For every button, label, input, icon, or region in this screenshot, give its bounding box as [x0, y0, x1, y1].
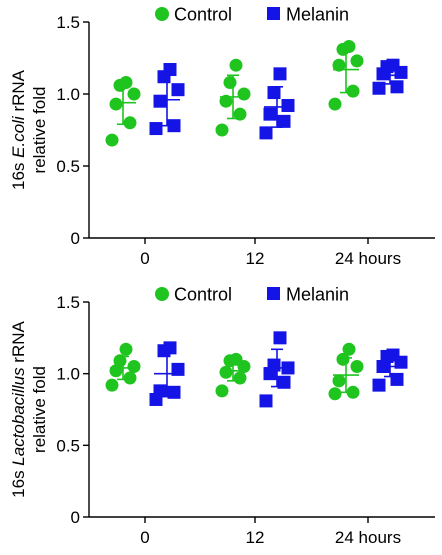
y-tick-label: 0.5	[56, 157, 80, 176]
panel-1: Control Melanin 0 0.5 1.0 1.5 0 12 24 hours 16s E…	[9, 5, 435, 268]
panel-2: Control Melanin 0 0.5 1.0 1.5 0 12 24 hours 16s L…	[9, 285, 435, 547]
y-axis-title-suffix: rRNA	[9, 69, 28, 116]
melanin-point	[390, 80, 404, 94]
legend-melanin-label: Melanin	[286, 285, 349, 305]
control-point	[127, 360, 141, 373]
legend-control-marker	[155, 7, 169, 21]
control-point	[119, 342, 133, 356]
x-tick-label: 24 hours	[335, 528, 401, 547]
melanin-point	[163, 341, 177, 355]
x-tick-label: 0	[140, 528, 149, 547]
control-point	[328, 97, 342, 111]
melanin-point	[386, 348, 400, 362]
control-point	[123, 371, 137, 385]
melanin-point	[267, 86, 281, 100]
melanin-point	[273, 67, 287, 81]
melanin-point	[277, 114, 291, 128]
melanin-point	[390, 372, 404, 386]
melanin-point	[259, 126, 273, 140]
y-axis-title-line2: relative fold	[30, 87, 49, 174]
control-point	[219, 365, 233, 379]
y-axis-title: 16s E.coli rRNA	[9, 69, 28, 190]
control-point	[332, 374, 346, 388]
control-point	[350, 360, 364, 373]
control-point	[219, 94, 233, 108]
y-tick-label: 0.5	[56, 436, 80, 455]
control-point	[342, 342, 356, 356]
x-tick-label: 12	[246, 249, 265, 268]
y-tick-label: 0	[71, 229, 80, 248]
control-point	[346, 385, 360, 399]
control-point	[233, 371, 247, 385]
control-point	[119, 75, 133, 89]
melanin-point	[267, 358, 281, 372]
melanin-point	[263, 107, 277, 121]
control-point	[346, 84, 360, 98]
y-axis-title-suffix: rRNA	[9, 320, 28, 367]
control-point	[328, 387, 342, 401]
control-point	[105, 378, 119, 392]
y-axis-title-organism: Lactobacillus	[9, 367, 28, 466]
y-axis-title-prefix: 16s	[9, 158, 28, 190]
melanin-point	[386, 58, 400, 72]
y-axis-title: 16s Lactobacillus rRNA	[9, 320, 28, 497]
control-point	[215, 384, 229, 398]
melanin-point	[167, 385, 181, 399]
y-tick-label: 1.5	[56, 13, 80, 32]
y-tick-label: 1.0	[56, 85, 80, 104]
control-point	[233, 107, 247, 121]
melanin-point	[372, 81, 386, 95]
legend-control-label: Control	[174, 5, 232, 25]
control-point	[332, 58, 346, 72]
melanin-point	[277, 375, 291, 389]
melanin-point	[171, 362, 185, 376]
control-point	[229, 352, 243, 366]
legend-control-label: Control	[174, 285, 232, 305]
x-tick-label: 0	[140, 249, 149, 268]
y-axis-title-prefix: 16s	[9, 466, 28, 498]
control-point	[123, 116, 137, 130]
x-tick-label: 12	[246, 528, 265, 547]
control-point	[237, 87, 251, 101]
melanin-point	[167, 119, 181, 133]
control-point	[215, 123, 229, 137]
y-tick-label: 0	[71, 508, 80, 527]
melanin-point	[153, 94, 167, 108]
melanin-point	[281, 99, 295, 113]
control-point	[229, 58, 243, 72]
melanin-point	[372, 378, 386, 392]
y-axis-title-organism: E.coli	[9, 115, 28, 158]
melanin-point	[259, 394, 273, 408]
control-point	[105, 133, 119, 147]
control-point	[109, 97, 123, 111]
legend-melanin-marker	[267, 7, 280, 20]
control-point	[350, 54, 364, 68]
legend-melanin-label: Melanin	[286, 5, 349, 25]
y-tick-label: 1.5	[56, 293, 80, 312]
legend-control-marker	[155, 287, 169, 301]
control-point	[223, 75, 237, 89]
legend-melanin-marker	[267, 287, 280, 300]
y-axis-title-line2: relative fold	[30, 366, 49, 453]
melanin-point	[153, 384, 167, 398]
melanin-point	[171, 83, 185, 97]
melanin-point	[149, 122, 163, 136]
control-point	[127, 87, 141, 101]
melanin-point	[163, 63, 177, 77]
y-tick-label: 1.0	[56, 365, 80, 384]
x-tick-label: 24 hours	[335, 249, 401, 268]
melanin-point	[273, 331, 287, 345]
